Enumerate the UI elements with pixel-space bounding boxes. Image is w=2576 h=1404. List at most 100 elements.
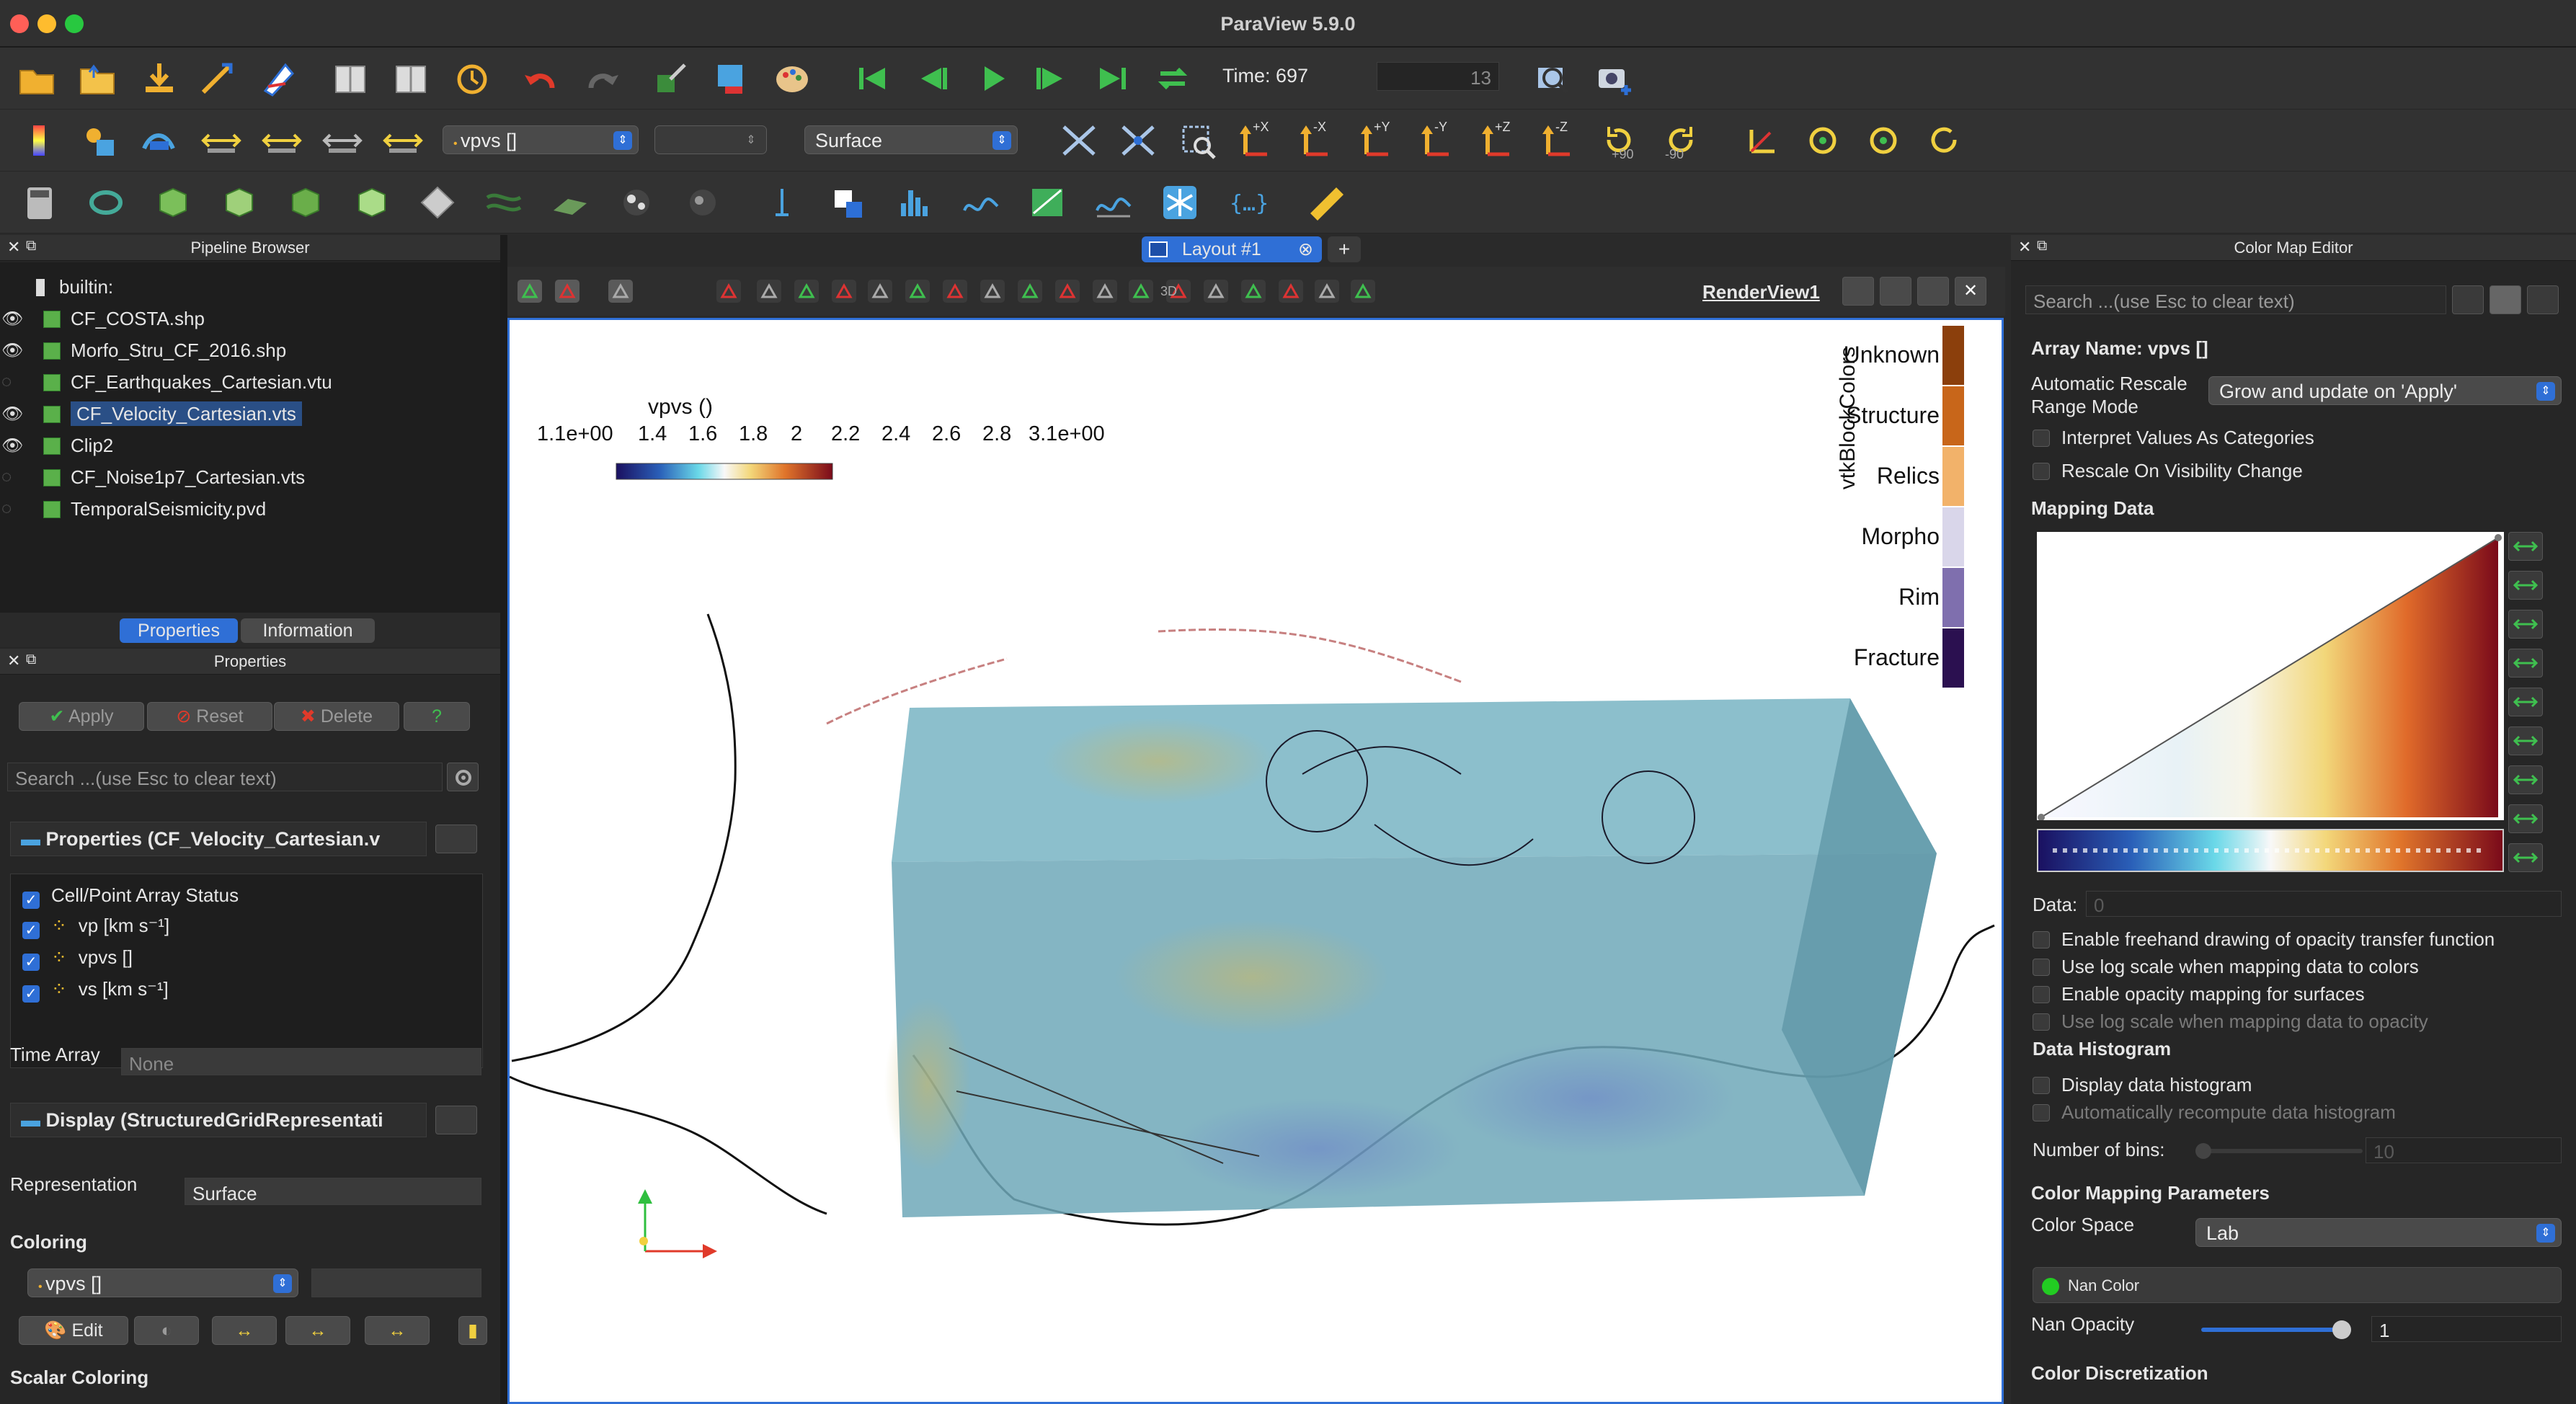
pick-center-icon[interactable]	[1922, 120, 1966, 161]
view-axis-plusminus-z-icon[interactable]: +Z	[1476, 120, 1521, 161]
eye-open-icon[interactable]: 👁	[1, 404, 24, 424]
display-section-header[interactable]: ▬ Display (StructuredGridRepresentati	[10, 1103, 427, 1137]
array-row[interactable]: ✓ ⁘ vp [km s⁻¹]	[22, 915, 169, 939]
contour-icon[interactable]	[84, 182, 128, 223]
save-state-icon[interactable]	[389, 58, 434, 99]
subtract-selection-icon[interactable]	[1315, 280, 1339, 303]
display-histogram-option[interactable]: Display data histogram	[2033, 1074, 2252, 1096]
select-points-icon[interactable]	[794, 280, 819, 303]
log-scale-colors-option[interactable]: Use log scale when mapping data to color…	[2033, 956, 2419, 978]
color-space-select[interactable]: Lab ⇕	[2195, 1218, 2562, 1247]
scene-canvas[interactable]	[510, 320, 2002, 1402]
plot-data-icon[interactable]	[1025, 182, 1070, 223]
pipeline-item[interactable]: CF_Noise1p7_Cartesian.vts	[43, 463, 305, 492]
previous-frame-icon[interactable]	[910, 58, 954, 99]
rescale-temporal-icon[interactable]	[2508, 610, 2543, 639]
selection-icon[interactable]	[826, 182, 871, 223]
slider-handle[interactable]	[2332, 1320, 2351, 1339]
eye-open-icon[interactable]: 👁	[1, 436, 24, 456]
close-icon[interactable]: ✕	[1955, 277, 1986, 306]
select-polygon-icon[interactable]	[868, 280, 892, 303]
color-transfer-editor[interactable]	[2037, 829, 2504, 872]
open-folder-icon[interactable]	[75, 58, 120, 99]
toggle-3d-button[interactable]: 3D	[1160, 284, 1178, 298]
select-block-icon[interactable]	[905, 280, 930, 303]
slice-icon[interactable]	[216, 182, 261, 223]
close-window-button[interactable]	[10, 14, 29, 33]
find-data-icon[interactable]	[1166, 280, 1191, 303]
opacity-transfer-editor[interactable]	[2037, 532, 2504, 821]
rescale-visibility-option[interactable]: Rescale On Visibility Change	[2033, 460, 2303, 482]
eye-open-icon[interactable]: 👁	[1, 309, 24, 329]
copy-icon[interactable]	[435, 1106, 477, 1134]
representation-field[interactable]: Surface	[185, 1178, 481, 1205]
view-axis-minus-z-icon[interactable]: -Z	[1537, 120, 1581, 161]
add-selection-icon[interactable]	[1279, 280, 1303, 303]
interpret-categories-option[interactable]: Interpret Values As Categories	[2033, 427, 2314, 449]
next-frame-icon[interactable]	[1029, 58, 1074, 99]
ruler-icon[interactable]	[1305, 182, 1349, 223]
coloring-component-select[interactable]	[311, 1269, 481, 1297]
clip-icon[interactable]	[150, 182, 195, 223]
component-select[interactable]: ⇕	[654, 125, 767, 154]
python-filter-icon[interactable]	[1158, 182, 1202, 223]
pipeline-item[interactable]: CF_Earthquakes_Cartesian.vtu	[43, 368, 332, 396]
edit-icon[interactable]	[2527, 285, 2559, 314]
tab-information[interactable]: Information	[241, 618, 375, 643]
eye-open-icon[interactable]: 👁	[1, 341, 24, 360]
nan-opacity-slider[interactable]	[2201, 1320, 2351, 1339]
opacity-surfaces-option[interactable]: Enable opacity mapping for surfaces	[2033, 983, 2365, 1005]
rescale-visible-button[interactable]: ▮	[458, 1316, 487, 1345]
bins-slider[interactable]	[2195, 1143, 2363, 1159]
rescale-visible-icon[interactable]	[320, 120, 365, 161]
time-array-select[interactable]: None	[121, 1048, 481, 1075]
split-vertical-icon[interactable]	[1880, 277, 1911, 306]
rescale-temporal-button[interactable]: ↔	[365, 1316, 430, 1345]
group-datasets-icon[interactable]	[614, 182, 659, 223]
select-cells-icon[interactable]	[757, 280, 781, 303]
zoom-to-data-icon[interactable]	[1176, 120, 1221, 161]
help-button[interactable]: ?	[404, 702, 470, 731]
clear-selection-icon[interactable]	[1129, 280, 1153, 303]
query-icon[interactable]	[1204, 280, 1228, 303]
extract-subset-icon[interactable]	[349, 182, 394, 223]
properties-search-input[interactable]: Search ...(use Esc to clear text)	[7, 763, 443, 791]
connect-icon[interactable]	[196, 58, 241, 99]
time-index-spinbox[interactable]: 13	[1377, 62, 1499, 91]
maximize-icon[interactable]	[1917, 277, 1949, 306]
rescale-custom-icon[interactable]	[2508, 571, 2543, 600]
pipeline-root[interactable]: builtin:	[36, 272, 113, 301]
tab-layout-1[interactable]: Layout #1 ⊗	[1142, 236, 1322, 262]
disconnect-icon[interactable]	[257, 58, 301, 99]
freehand-option[interactable]: Enable freehand drawing of opacity trans…	[2033, 928, 2495, 951]
colormap-preset-icon[interactable]	[2490, 285, 2521, 314]
extract-level-icon[interactable]	[680, 182, 725, 223]
auto-rescale-select[interactable]: Grow and update on 'Apply' ⇕	[2208, 376, 2562, 405]
reset-camera-icon[interactable]	[1057, 120, 1101, 161]
close-icon[interactable]: ⊗	[1298, 239, 1313, 259]
copy-icon[interactable]	[435, 825, 477, 853]
last-frame-icon[interactable]	[1090, 58, 1134, 99]
pipeline-item[interactable]: CF_COSTA.shp	[43, 304, 205, 333]
loop-icon[interactable]	[1150, 58, 1195, 99]
histogram-icon[interactable]	[2508, 804, 2543, 833]
camera-undo-icon[interactable]	[649, 58, 693, 99]
render-view[interactable]: vpvs () vtkBlockColors 1.1e+00 1.4 1.6 1.8 2…	[507, 318, 2004, 1404]
split-horizontal-icon[interactable]	[1842, 277, 1874, 306]
stream-tracer-icon[interactable]	[481, 182, 526, 223]
nan-opacity-field[interactable]: 1	[2371, 1316, 2562, 1342]
properties-section-header[interactable]: ▬ Properties (CF_Velocity_Cartesian.v	[10, 822, 427, 856]
threshold-icon[interactable]	[283, 182, 327, 223]
view-axis-minus-y-icon[interactable]: -Y	[1416, 120, 1460, 161]
nan-color-button[interactable]: Nan Color	[2033, 1267, 2562, 1303]
redo-icon[interactable]	[579, 58, 624, 99]
eye-closed-icon[interactable]: ◌	[1, 372, 12, 391]
colorbar-toggle-icon[interactable]	[17, 120, 62, 161]
slider-handle[interactable]	[2195, 1143, 2211, 1159]
rescale-range-icon[interactable]	[199, 120, 244, 161]
invert-icon[interactable]	[2508, 688, 2543, 716]
auto-histogram-option[interactable]: Automatically recompute data histogram	[2033, 1101, 2396, 1124]
rotate-plus-90-icon[interactable]	[1597, 120, 1642, 161]
eye-closed-icon[interactable]: ◌	[1, 499, 12, 518]
choose-preset-button[interactable]: ◐	[134, 1316, 199, 1345]
